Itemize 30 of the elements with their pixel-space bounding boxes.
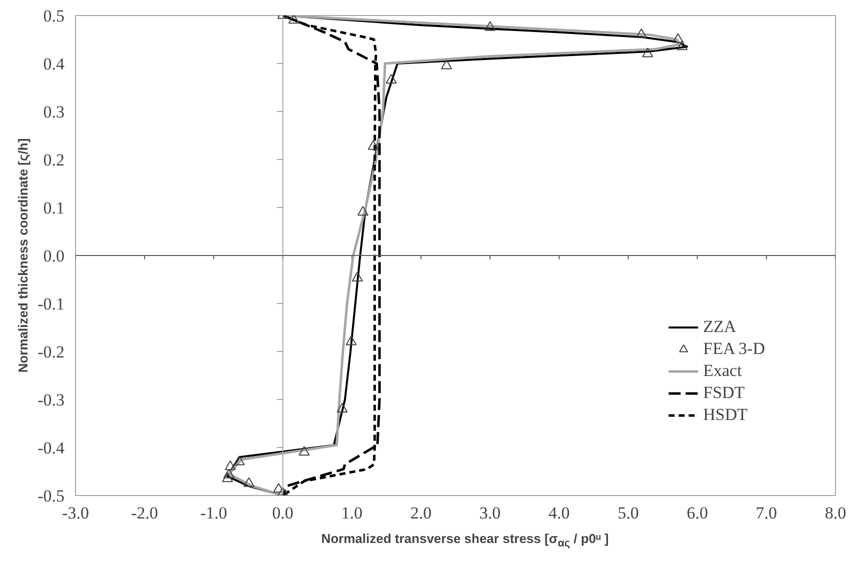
x-tick-label: -2.0 — [131, 504, 158, 522]
y-tick-label: 0.1 — [43, 198, 64, 218]
y-tick-label: -0.4 — [38, 438, 65, 458]
y-tick-label: -0.1 — [38, 294, 65, 314]
y-tick-label: 0.0 — [43, 246, 64, 266]
y-tick-label: -0.2 — [38, 342, 65, 362]
legend-label: Exact — [703, 361, 742, 381]
y-tick-label: 0.3 — [43, 102, 64, 122]
y-tick-label: 0.2 — [43, 150, 64, 170]
y-tick-label: -0.3 — [38, 390, 65, 410]
x-tick-label: -1.0 — [200, 504, 228, 522]
legend-label: FEA 3-D — [703, 339, 765, 359]
legend-label: ZZA — [703, 317, 736, 337]
x-tick-label: 1.0 — [341, 504, 362, 522]
x-tick-label: 7.0 — [756, 504, 778, 522]
x-tick-label: 6.0 — [686, 504, 708, 522]
y-tick-label: 0.4 — [43, 54, 65, 74]
y-axis-title: Normalized thickness coordinate [ς/h] — [16, 138, 31, 373]
x-tick-label: 8.0 — [824, 504, 846, 522]
x-tick-label: 4.0 — [548, 504, 570, 522]
x-tick-label: 2.0 — [410, 504, 432, 522]
x-tick-label: 0.0 — [272, 504, 294, 522]
x-tick-label: -3.0 — [62, 504, 89, 522]
x-axis-title: Normalized transverse shear stress [σ$_{ας}$ / p0ᵘ ] — [320, 530, 610, 552]
legend-label: HSDT — [703, 405, 748, 425]
x-tick-label: 5.0 — [618, 504, 639, 522]
x-tick-label: 3.0 — [479, 504, 501, 522]
y-tick-label: -0.5 — [38, 486, 65, 506]
y-tick-label: 0.5 — [43, 6, 64, 26]
legend-label: FSDT — [703, 383, 745, 403]
